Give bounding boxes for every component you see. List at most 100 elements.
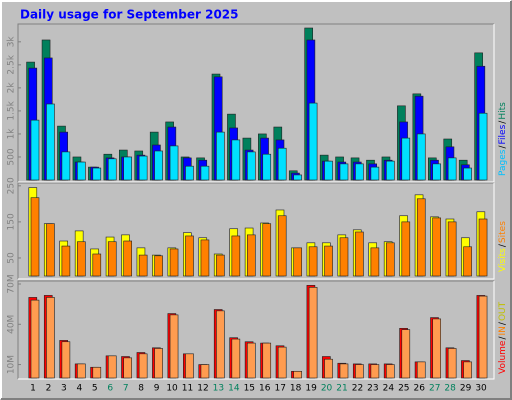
bar — [463, 361, 472, 379]
x-tick-label: 19 — [305, 384, 317, 394]
bar — [262, 223, 272, 277]
x-tick-label: 9 — [154, 384, 160, 394]
bar — [247, 234, 256, 277]
bar — [77, 161, 86, 181]
y-tick-label: 3k — [7, 36, 17, 48]
bar — [432, 318, 442, 379]
x-tick-label: 14 — [228, 384, 240, 394]
panel-bevel — [17, 280, 494, 379]
legend-entry: Files — [498, 124, 508, 144]
x-tick-label: 22 — [352, 384, 363, 394]
x-tick-label: 1 — [30, 384, 36, 394]
legend-entry: / — [498, 321, 508, 325]
bar — [30, 119, 40, 181]
panel-bevel — [17, 182, 494, 279]
bar — [447, 348, 457, 379]
bar — [355, 364, 364, 379]
legend-entry: / — [498, 243, 508, 247]
legend-entry: Visits — [498, 248, 508, 272]
bar — [123, 240, 132, 277]
x-tick-label: 17 — [274, 384, 285, 394]
bar — [262, 342, 272, 379]
bar — [231, 338, 241, 379]
bar — [262, 153, 272, 181]
bar — [432, 163, 442, 181]
bar — [308, 287, 318, 379]
bar — [169, 314, 179, 379]
legend-entry: Pages — [498, 149, 508, 176]
bar — [308, 246, 318, 277]
bar — [200, 364, 210, 379]
panel-bevel — [18, 183, 495, 280]
bar — [277, 147, 287, 181]
bar — [416, 198, 426, 277]
bar — [30, 197, 40, 277]
bar — [92, 167, 102, 181]
x-tick-label: 29 — [460, 384, 472, 394]
bar — [185, 235, 194, 277]
bar — [200, 165, 210, 181]
x-tick-label: 23 — [367, 384, 378, 394]
x-tick-label: 13 — [213, 384, 224, 394]
bar — [386, 160, 395, 181]
bar — [401, 329, 411, 379]
x-tick-label: 24 — [383, 384, 395, 394]
x-tick-label: 5 — [92, 384, 98, 394]
legend: Volume/IN/OUT — [498, 301, 508, 374]
bar — [216, 310, 225, 379]
x-tick-label: 10 — [166, 384, 178, 394]
bar — [107, 158, 117, 181]
bar — [61, 245, 71, 277]
y-tick-label: 70M — [7, 274, 17, 293]
legend-entry: Hits — [498, 102, 508, 120]
x-tick-label: 20 — [321, 384, 333, 394]
bar — [231, 139, 241, 181]
legend-entry: OUT — [498, 301, 508, 321]
bar — [154, 150, 163, 181]
bar — [339, 237, 349, 277]
x-tick-label: 7 — [123, 384, 129, 394]
bar — [277, 346, 287, 379]
y-tick-label: 40M — [7, 315, 17, 334]
bar — [154, 255, 163, 277]
bar — [370, 247, 380, 277]
bar — [478, 295, 488, 379]
y-tick-label: 50 — [7, 252, 17, 264]
x-tick-label: 28 — [444, 384, 456, 394]
y-tick-label: 1k — [7, 128, 17, 140]
bar — [231, 235, 241, 277]
bar — [478, 218, 488, 277]
legend-entry: / — [498, 145, 508, 149]
bar — [123, 357, 132, 379]
x-tick-label: 26 — [414, 384, 426, 394]
panel-frame — [18, 281, 494, 379]
x-tick-label: 12 — [197, 384, 208, 394]
y-tick-label: 10M — [7, 355, 17, 374]
y-tick-label: 250 — [7, 177, 17, 194]
bar — [293, 370, 302, 379]
bar — [339, 363, 349, 379]
bar — [46, 297, 55, 379]
bar — [138, 353, 148, 379]
legend: Visits/Sites — [498, 221, 508, 272]
x-tick-label: 16 — [259, 384, 271, 394]
bar — [293, 247, 302, 277]
x-tick-label: 4 — [76, 384, 82, 394]
bar — [200, 239, 210, 277]
legend: Pages/Files/Hits — [498, 102, 508, 176]
bar — [138, 155, 148, 181]
bar — [247, 151, 256, 181]
bar — [355, 231, 364, 277]
bar — [401, 137, 411, 181]
bar — [107, 241, 117, 277]
bar — [138, 254, 148, 277]
bar — [216, 254, 225, 277]
x-tick-label: 8 — [138, 384, 144, 394]
y-tick-label: 2.5k — [7, 54, 17, 74]
bar — [308, 102, 318, 181]
y-tick-label: 1.5k — [7, 100, 17, 120]
bar — [185, 353, 194, 379]
